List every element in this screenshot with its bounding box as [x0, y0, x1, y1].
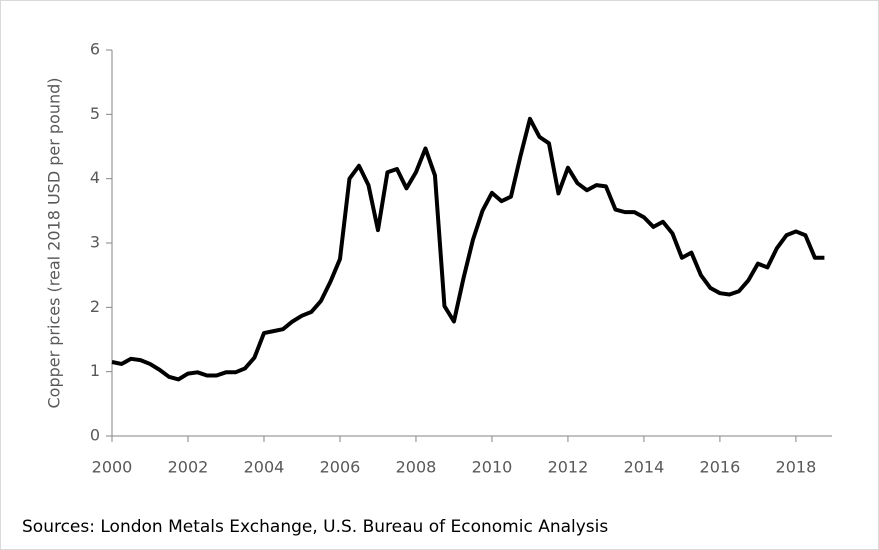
- y-axis-label: Copper prices (real 2018 USD per pound): [45, 77, 64, 408]
- x-tick-label: 2004: [244, 458, 285, 477]
- x-tick-label: 2000: [92, 458, 133, 477]
- x-tick-label: 2018: [776, 458, 817, 477]
- x-tick-label: 2016: [700, 458, 741, 477]
- y-tick-label: 4: [90, 168, 100, 187]
- y-tick-label: 3: [90, 233, 100, 252]
- source-note: Sources: London Metals Exchange, U.S. Bu…: [22, 517, 608, 537]
- y-tick-label: 1: [90, 361, 100, 380]
- x-tick-label: 2008: [396, 458, 437, 477]
- x-tick-label: 2014: [624, 458, 665, 477]
- x-tick-label: 2002: [168, 458, 209, 477]
- y-tick-label: 5: [90, 104, 100, 123]
- x-tick-label: 2006: [320, 458, 361, 477]
- x-tick-label: 2010: [472, 458, 513, 477]
- y-tick-label: 6: [90, 40, 100, 59]
- x-tick-label: 2012: [548, 458, 589, 477]
- y-tick-label: 2: [90, 297, 100, 316]
- data-line: [111, 116, 825, 382]
- y-tick-label: 0: [90, 426, 100, 445]
